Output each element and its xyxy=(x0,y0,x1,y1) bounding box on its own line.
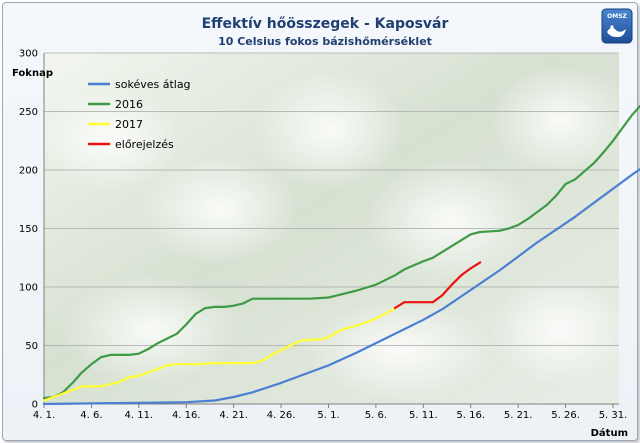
y-tick-label: 300 xyxy=(19,49,38,60)
x-tick-label: 5. 21. xyxy=(504,410,533,421)
y-tick-label: 250 xyxy=(19,107,38,118)
x-tick-label: 4. 11. xyxy=(125,410,154,421)
axes xyxy=(43,53,619,405)
y-tick-label: 200 xyxy=(19,166,38,177)
series-line-sokéves-átlag xyxy=(42,167,640,406)
legend-label: 2016 xyxy=(115,98,143,111)
y-tick-labels: 0 50 100 150 200 250 300 xyxy=(19,49,38,411)
chart-subtitle: 10 Celsius fokos bázishőmérséklet xyxy=(218,35,432,48)
x-tick-label: 5. 1. xyxy=(317,410,339,421)
legend-label: sokéves átlag xyxy=(115,78,191,91)
x-axis-title: Dátum xyxy=(591,427,628,439)
x-tick-label: 5. 16. xyxy=(456,410,485,421)
x-tick-label: 5. 6. xyxy=(365,410,387,421)
x-tick-label: 5. 31. xyxy=(599,410,628,421)
series-line-előrejelzés xyxy=(393,261,482,310)
series-lines xyxy=(42,104,640,406)
omsz-logo: OMSZ xyxy=(601,8,633,44)
x-tick-label: 4. 26. xyxy=(267,410,296,421)
logo-text: OMSZ xyxy=(607,13,627,20)
x-tick-label: 4. 6. xyxy=(80,410,102,421)
x-tick-label: 4. 1. xyxy=(33,410,55,421)
series-line-2016 xyxy=(42,104,640,400)
grid-lines xyxy=(44,52,619,346)
legend-label: előrejelzés xyxy=(115,138,174,151)
series-line-2017 xyxy=(42,307,396,402)
x-tick-label: 4. 16. xyxy=(172,410,201,421)
legend: sokéves átlag 2016 2017 előrejelzés xyxy=(88,78,191,151)
y-tick-label: 150 xyxy=(19,224,38,235)
y-axis-title: Foknap xyxy=(12,68,53,79)
x-tick-label: 5. 11. xyxy=(409,410,438,421)
y-tick-label: 100 xyxy=(19,283,38,294)
y-tick-label: 0 xyxy=(32,400,38,411)
x-tick-labels: 4. 1. 4. 6. 4. 11. 4. 16. 4. 21. 4. 26. 5. 1. 5… xyxy=(33,404,627,421)
x-tick-label: 4. 21. xyxy=(219,410,248,421)
x-tick-label: 5. 26. xyxy=(551,410,580,421)
chart-title: Effektív hőösszegek - Kaposvár xyxy=(202,16,449,32)
y-tick-label: 50 xyxy=(25,341,38,352)
legend-label: 2017 xyxy=(115,118,143,131)
